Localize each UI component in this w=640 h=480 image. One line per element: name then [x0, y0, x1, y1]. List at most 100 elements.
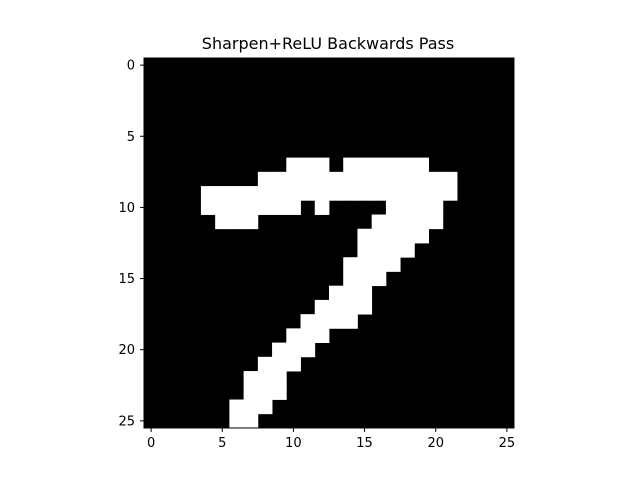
heatmap-cell-r8-c15	[357, 171, 373, 187]
heatmap-cell-r13-c15	[357, 242, 373, 258]
heatmap-cell-r11-c17	[385, 214, 401, 230]
y-tick-label: 0	[127, 59, 135, 74]
heatmap-cell-r25-c7	[243, 413, 259, 429]
heatmap-cell-r10-c20	[428, 200, 444, 215]
heatmap-cell-r7-c14	[343, 157, 358, 173]
heatmap-cell-r11-c20	[428, 214, 444, 230]
heatmap-cell-r8-c17	[385, 171, 401, 187]
heatmap-cell-r7-c11	[300, 157, 316, 173]
heatmap-cell-r9-c7	[243, 186, 259, 201]
y-tick-label: 10	[118, 201, 135, 216]
y-tick-label: 25	[118, 414, 135, 429]
heatmap-cell-r10-c5	[215, 200, 230, 215]
heatmap-cell-r8-c12	[314, 171, 330, 187]
heatmap-cell-r8-c16	[371, 171, 387, 187]
heatmap-cell-r15-c15	[357, 271, 373, 287]
heatmap-cell-r10-c10	[286, 200, 301, 215]
heatmap-cell-r23-c8	[257, 385, 273, 400]
heatmap-cell-r7-c12	[314, 157, 330, 173]
heatmap-cell-r17-c14	[343, 299, 358, 315]
heatmap-cell-r12-c17	[385, 228, 401, 244]
heatmap-cell-r7-c19	[414, 157, 429, 173]
heatmap-cell-r9-c20	[428, 186, 444, 201]
heatmap-cell-r9-c16	[371, 186, 387, 201]
heatmap-cell-r19-c11	[300, 328, 316, 343]
heatmap-cell-r9-c21	[442, 186, 458, 201]
heatmap-cell-r22-c8	[257, 371, 273, 386]
heatmap-cell-r10-c18	[400, 200, 415, 215]
heatmap-cell-r18-c12	[314, 314, 330, 329]
heatmap-cell-r12-c19	[414, 228, 429, 244]
heatmap-cell-r23-c7	[243, 385, 259, 400]
heatmap-cell-r7-c16	[371, 157, 387, 173]
plot-area	[143, 57, 515, 429]
heatmap-cell-r10-c6	[229, 200, 245, 215]
heatmap-cell-r7-c18	[400, 157, 415, 173]
heatmap-cell-r10-c17	[385, 200, 401, 215]
heatmap-cell-r9-c5	[215, 186, 230, 201]
heatmap-cell-r11-c5	[215, 214, 230, 230]
heatmap-cell-r18-c11	[300, 314, 316, 329]
heatmap-cell-r8-c11	[300, 171, 316, 187]
heatmap-cell-r7-c15	[357, 157, 373, 173]
heatmap-cell-r14-c14	[343, 257, 358, 272]
heatmap-cell-r17-c12	[314, 299, 330, 315]
heatmap-cell-r7-c10	[286, 157, 301, 173]
heatmap-cell-r24-c7	[243, 399, 259, 415]
heatmap-cell-r21-c10	[286, 356, 301, 372]
heatmap-cell-r13-c17	[385, 242, 401, 258]
heatmap-cell-r20-c10	[286, 342, 301, 358]
heatmap-cell-r16-c15	[357, 285, 373, 301]
heatmap-cell-r11-c19	[414, 214, 429, 230]
heatmap-cell-r12-c16	[371, 228, 387, 244]
heatmap-cell-r9-c13	[328, 186, 344, 201]
heatmap-cell-r22-c9	[272, 371, 287, 386]
heatmap-cell-r21-c8	[257, 356, 273, 372]
heatmap-cell-r10-c7	[243, 200, 259, 215]
heatmap-cell-r11-c16	[371, 214, 387, 230]
heatmap-cell-r17-c13	[328, 299, 344, 315]
heatmap-cell-r10-c8	[257, 200, 273, 215]
heatmap-cell-r11-c6	[229, 214, 245, 230]
x-tick-label: 20	[427, 436, 444, 451]
heatmap-cell-r10-c12	[314, 200, 330, 215]
heatmap-cell-r9-c17	[385, 186, 401, 201]
heatmap-cell-r9-c15	[357, 186, 373, 201]
x-axis: 0 5 10 15 20 25	[147, 427, 516, 451]
heatmap-cell-r25-c6	[229, 413, 245, 429]
heatmap-cell-r8-c8	[257, 171, 273, 187]
heatmap-cell-r21-c9	[272, 356, 287, 372]
heatmap-cell-r23-c9	[272, 385, 287, 400]
heatmap-cell-r8-c21	[442, 171, 458, 187]
y-tick-label: 5	[127, 130, 135, 145]
heatmap-cell-r11-c7	[243, 214, 259, 230]
y-axis: 0 5 10 15 20 25	[118, 59, 144, 429]
x-tick-label: 25	[499, 436, 516, 451]
heatmap-cell-r15-c16	[371, 271, 387, 287]
heatmap-cell-r20-c9	[272, 342, 287, 358]
heatmap-cell-r18-c13	[328, 314, 344, 329]
heatmap-cell-r19-c12	[314, 328, 330, 343]
heatmap-cell-r17-c15	[357, 299, 373, 315]
x-tick-label: 15	[356, 436, 373, 451]
heatmap-cell-r16-c14	[343, 285, 358, 301]
heatmap-cell-r14-c17	[385, 257, 401, 272]
plot-frame	[143, 57, 515, 429]
heatmap-cell-r10-c4	[200, 200, 216, 215]
heatmap-cell-r8-c14	[343, 171, 358, 187]
heatmap-cell-r9-c6	[229, 186, 245, 201]
heatmap-cell-r18-c14	[343, 314, 358, 329]
heatmap-cell-r9-c8	[257, 186, 273, 201]
heatmap-cell-r8-c10	[286, 171, 301, 187]
heatmap-cell-r9-c18	[400, 186, 415, 201]
heatmap-cell-r11-c18	[400, 214, 415, 230]
heatmap-cell-r14-c16	[371, 257, 387, 272]
heatmap-cell-r10-c19	[414, 200, 429, 215]
heatmap-cell-r10-c9	[272, 200, 287, 215]
heatmap-cell-r15-c14	[343, 271, 358, 287]
heatmap-background	[144, 58, 514, 428]
heatmap-cell-r14-c15	[357, 257, 373, 272]
heatmap-cell-r19-c10	[286, 328, 301, 343]
chart-title: Sharpen+ReLU Backwards Pass	[202, 34, 454, 53]
